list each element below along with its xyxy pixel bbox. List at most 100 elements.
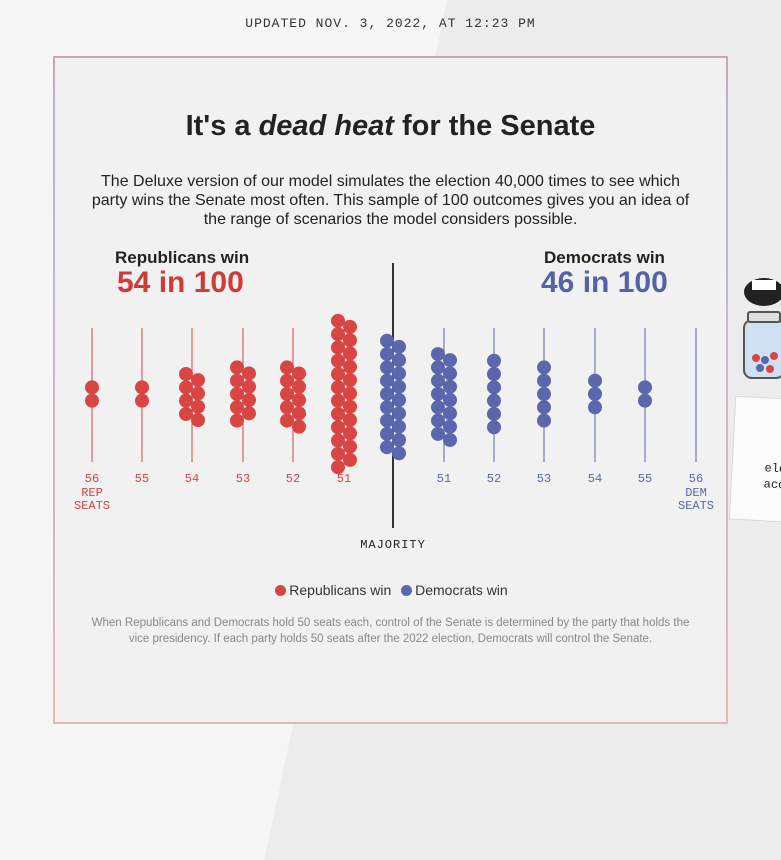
rep-outcome-dot (331, 460, 345, 475)
rep-outcome-dot (343, 412, 357, 427)
rep-outcome-dot (230, 360, 244, 375)
dem-outcome-dot (380, 440, 394, 455)
dem-outcome-dot (537, 360, 551, 375)
dem-outcome-dot (487, 420, 501, 435)
dem-outcome-dot (431, 347, 445, 362)
rep-outcome-dot (242, 379, 256, 394)
dem-outcome-dot (537, 400, 551, 415)
dem-outcome-dot (588, 387, 602, 401)
dem-outcome-dot (392, 419, 406, 434)
dem-outcome-dot (443, 393, 457, 408)
dem-seats-axis-label: DEM (685, 486, 707, 500)
dem-outcome-dot (380, 387, 394, 401)
rep-outcome-dot (135, 393, 149, 408)
rep-outcome-dot (242, 366, 256, 381)
rep-outcome-dot (331, 420, 345, 435)
dem-outcome-dot (443, 419, 457, 434)
rep-outcome-dot (280, 360, 294, 375)
dem-outcome-dot (431, 360, 445, 375)
title-suffix: for the Senate (393, 110, 596, 142)
dem-outcome-dot (392, 366, 406, 381)
rep-outcome-dot (331, 313, 345, 328)
legend-rep-swatch (275, 585, 287, 596)
seat-tick-label: 55 (135, 472, 149, 486)
dem-outcome-dot (487, 353, 501, 368)
rep-seats-axis-label: REP (81, 486, 103, 500)
dem-outcome-dot (431, 400, 445, 415)
dem-outcome-dot (487, 367, 501, 382)
dem-outcome-dot (431, 426, 445, 441)
dem-outcome-dot (588, 400, 602, 415)
rep-outcome-dot (331, 433, 345, 448)
seat-tick-label: 56 (689, 472, 703, 486)
seat-tick-label: 52 (487, 472, 501, 486)
dem-outcome-dot (588, 373, 602, 388)
dem-outcome-dot (443, 353, 457, 368)
rep-outcome-dot (179, 393, 193, 408)
rep-outcome-dot (331, 353, 345, 368)
rep-outcome-dot (280, 373, 294, 388)
rep-outcome-dot (191, 373, 205, 388)
democrats-win-label: Democrats win (544, 248, 665, 267)
dem-outcome-dot (487, 406, 501, 421)
dem-seats-axis-label: SEATS (678, 499, 714, 513)
dem-outcome-dot (380, 400, 394, 415)
rep-outcome-dot (331, 380, 345, 395)
dem-outcome-dot (392, 339, 406, 354)
legend-rep-label: Republicans win (289, 582, 392, 598)
rep-outcome-dot (280, 387, 294, 401)
rep-outcome-dot (343, 333, 357, 348)
rep-outcome-dot (331, 446, 345, 461)
rep-outcome-dot (292, 366, 306, 381)
republicans-win-label: Republicans win (115, 248, 250, 267)
dem-outcome-dot (380, 426, 394, 441)
rep-outcome-dot (343, 439, 357, 454)
dem-outcome-dot (380, 373, 394, 388)
democrats-win-odds: 46 in 100 (541, 266, 668, 299)
rep-outcome-dot (230, 413, 244, 428)
legend-dem-label: Democrats win (415, 582, 508, 598)
rep-outcome-dot (179, 367, 193, 382)
intro-text: The Deluxe version of our model simulate… (91, 173, 690, 228)
dem-outcome-dot (380, 360, 394, 375)
rep-outcome-dot (343, 386, 357, 401)
dem-outcome-dot (537, 413, 551, 428)
rep-outcome-dot (85, 380, 99, 395)
footnote: When Republicans and Democrats hold 50 s… (91, 617, 690, 645)
rep-outcome-dot (191, 386, 205, 401)
rep-outcome-dot (292, 419, 306, 434)
republicans-win-odds: 54 in 100 (117, 266, 244, 299)
dem-outcome-dot (392, 446, 406, 461)
rep-outcome-dot (292, 406, 306, 421)
rep-outcome-dot (135, 380, 149, 395)
title-prefix: It's a (185, 110, 259, 142)
seat-tick-label: 52 (286, 472, 300, 486)
dem-outcome-dot (380, 413, 394, 428)
seat-tick-label: 56 (85, 472, 99, 486)
updated-timestamp: UPDATED NOV. 3, 2022, AT 12:23 PM (245, 16, 536, 31)
rep-outcome-dot (179, 406, 193, 421)
seat-tick-label: 53 (537, 472, 551, 486)
seat-tick-label: 51 (437, 472, 451, 486)
rep-outcome-dot (343, 452, 357, 467)
dem-outcome-dot (537, 373, 551, 388)
legend-item-rep: Republicans win (273, 582, 391, 598)
dem-outcome-dot (487, 380, 501, 395)
rep-seats-axis-label: SEATS (74, 499, 110, 513)
rep-outcome-dot (230, 373, 244, 388)
title-emphasis: dead heat (258, 110, 394, 142)
side-card-text: re p elect accol (763, 461, 781, 494)
rep-outcome-dot (230, 400, 244, 415)
rep-outcome-dot (292, 379, 306, 394)
dem-outcome-dot (443, 379, 457, 394)
rep-outcome-dot (191, 412, 205, 427)
dem-outcome-dot (638, 393, 652, 408)
seat-tick-label: 53 (236, 472, 250, 486)
seat-tick-label: 54 (185, 472, 199, 486)
legend-dem-swatch (401, 585, 413, 596)
rep-outcome-dot (343, 426, 357, 441)
dem-outcome-dot (431, 387, 445, 401)
rep-outcome-dot (191, 399, 205, 414)
rep-outcome-dot (179, 380, 193, 395)
